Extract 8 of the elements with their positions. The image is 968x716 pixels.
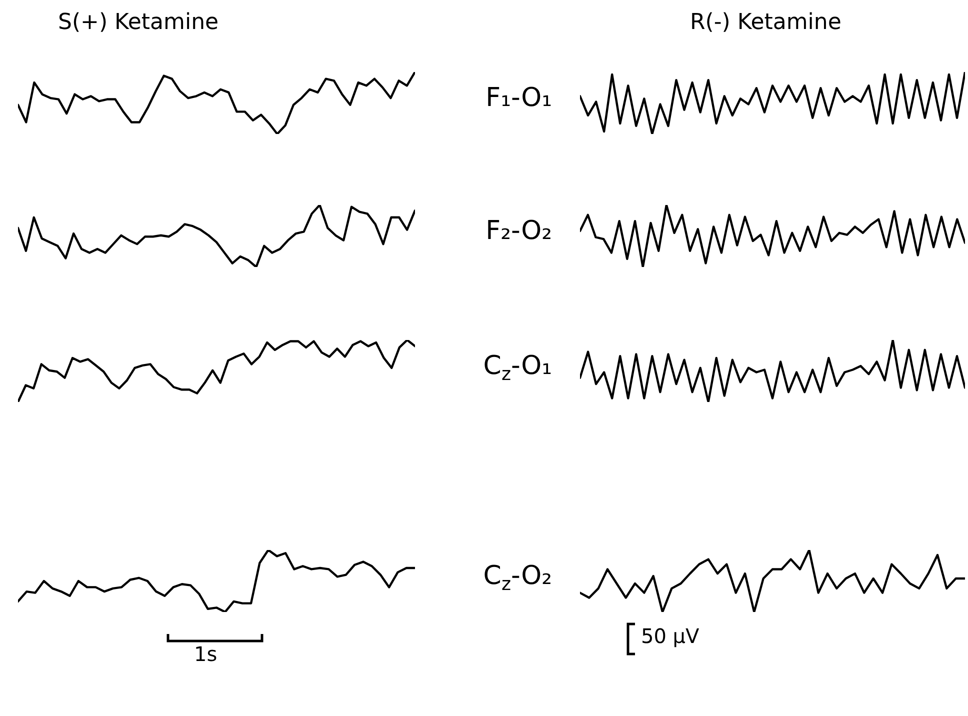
y-axis-title: C$_{z}$-O₁	[483, 351, 552, 386]
y-axis-title: F₁-O₁	[486, 83, 552, 113]
chart-title: R(-) Ketamine	[690, 10, 842, 35]
y-axis-title: C$_{z}$-O₂	[483, 561, 552, 596]
chart-title: S(+) Ketamine	[58, 10, 219, 35]
text: 1s	[194, 642, 218, 666]
text: 50 µV	[641, 624, 700, 648]
y-axis-title: F₂-O₂	[486, 216, 552, 246]
